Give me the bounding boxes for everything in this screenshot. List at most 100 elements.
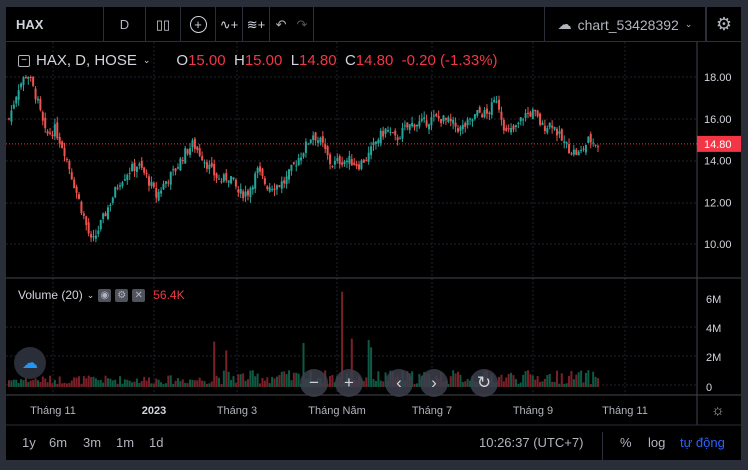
volume-bar [575, 374, 578, 387]
candle-body [230, 176, 233, 184]
volume-bar [152, 383, 155, 387]
chart-type-button[interactable]: ▯▯ [146, 7, 181, 42]
volume-bar [498, 376, 501, 387]
percent-toggle[interactable]: % [620, 435, 632, 450]
candle-body [358, 164, 361, 170]
chevron-down-icon[interactable]: ⌄ [142, 55, 151, 65]
auto-toggle[interactable]: tự động [680, 435, 725, 450]
interval-button[interactable]: D [104, 7, 146, 42]
volume-bar [196, 380, 199, 387]
candle-body [176, 167, 179, 169]
candle-body [222, 174, 225, 182]
volume-bar [500, 374, 503, 387]
range-6m[interactable]: 6m [49, 435, 68, 450]
volume-title[interactable]: Volume (20) [18, 288, 83, 302]
scroll-left-button[interactable]: ‹ [385, 369, 413, 397]
sun-icon[interactable]: ☼ [711, 402, 725, 419]
candle-body [186, 149, 189, 154]
volume-bar [80, 383, 83, 387]
candle-body [360, 160, 363, 169]
candle-body [20, 83, 23, 88]
candle-body [8, 118, 10, 120]
volume-bar [589, 384, 592, 387]
reset-button[interactable]: ↻ [470, 369, 498, 397]
last-price-label: 14.80 [704, 139, 732, 151]
compare-button[interactable]: + [181, 7, 216, 42]
price-chart[interactable]: 18.00 16.00 14.00 12.00 10.00 6M 4M 2M 0 14.80 [6, 7, 741, 460]
time-label: Tháng 7 [411, 405, 453, 417]
volume-bar [597, 378, 599, 387]
candle-body [215, 173, 218, 179]
templates-button[interactable]: ≋+ [243, 7, 270, 42]
volume-bar [123, 379, 126, 387]
zoom-out-button[interactable]: − [300, 369, 328, 397]
volume-bar [189, 379, 192, 387]
candle-body [362, 159, 365, 163]
undo-icon[interactable]: ↶ [275, 16, 287, 32]
candle-body [399, 138, 402, 140]
save-chart-button[interactable]: ☁ chart_53428392 ⌄ [544, 7, 706, 42]
volume-bar [184, 382, 187, 387]
log-toggle[interactable]: log [648, 435, 666, 450]
logo-icon[interactable]: ☁ [14, 347, 46, 379]
series-title[interactable]: HAX, D, HOSE [36, 52, 137, 69]
candle-body [205, 162, 208, 169]
volume-legend: Volume (20) ⌄ ◉ ⚙ ✕ 56.4K [18, 288, 185, 302]
candle-body [198, 148, 201, 156]
candle-body [104, 213, 107, 217]
range-1y[interactable]: 1y [22, 435, 36, 450]
volume-bar [374, 380, 377, 387]
volume-bar [140, 381, 143, 387]
range-3m[interactable]: 3m [83, 435, 102, 450]
candle-body [201, 156, 204, 161]
chevron-down-icon[interactable]: ⌄ [86, 289, 95, 300]
candle-body [510, 128, 513, 133]
chevron-down-icon: ⌄ [684, 19, 693, 29]
candle-body [92, 236, 95, 238]
volume-bar [256, 373, 259, 387]
candle-body [111, 197, 114, 203]
candle-body [495, 101, 498, 103]
collapse-icon[interactable]: − [18, 54, 30, 67]
candle-body [155, 188, 158, 198]
gear-icon[interactable]: ⚙ [115, 288, 129, 302]
candle-body [300, 157, 303, 161]
candle-body [126, 174, 129, 181]
volume-bar [22, 380, 25, 387]
candle-body [63, 147, 66, 157]
volume-bar [456, 371, 459, 387]
zoom-in-button[interactable]: + [335, 369, 363, 397]
close-icon[interactable]: ✕ [132, 288, 146, 302]
volume-bar [164, 383, 167, 387]
volume-bar [131, 382, 134, 387]
volume-bar [92, 376, 95, 387]
candle-body [594, 144, 597, 146]
scroll-right-button[interactable]: › [420, 369, 448, 397]
candle-body [249, 188, 252, 197]
candle-body [164, 181, 167, 184]
settings-button[interactable]: ⚙ [706, 7, 741, 42]
volume-bar [333, 382, 336, 387]
symbol-search-button[interactable]: HAX [6, 7, 104, 42]
candle-body [227, 180, 230, 183]
eye-icon[interactable]: ◉ [98, 288, 112, 302]
range-1d[interactable]: 1d [149, 435, 164, 450]
candle-body [543, 125, 546, 132]
redo-icon[interactable]: ↷ [296, 16, 308, 32]
candle-body [386, 130, 389, 132]
candle-body [355, 164, 358, 167]
clock[interactable]: 10:26:37 (UTC+7) [479, 435, 584, 450]
candle-body [70, 172, 73, 180]
volume-bar [133, 381, 136, 387]
volume-bar [558, 383, 561, 387]
volume-bar [109, 378, 112, 387]
candle-body [551, 125, 554, 128]
volume-bar [510, 372, 513, 387]
volume-bar [162, 384, 165, 387]
candle-body [584, 144, 587, 153]
candle-body [440, 118, 443, 124]
candle-body [51, 134, 54, 137]
indicators-button[interactable]: ∿+ [216, 7, 243, 42]
range-1m[interactable]: 1m [116, 435, 135, 450]
candle-body [350, 159, 353, 166]
